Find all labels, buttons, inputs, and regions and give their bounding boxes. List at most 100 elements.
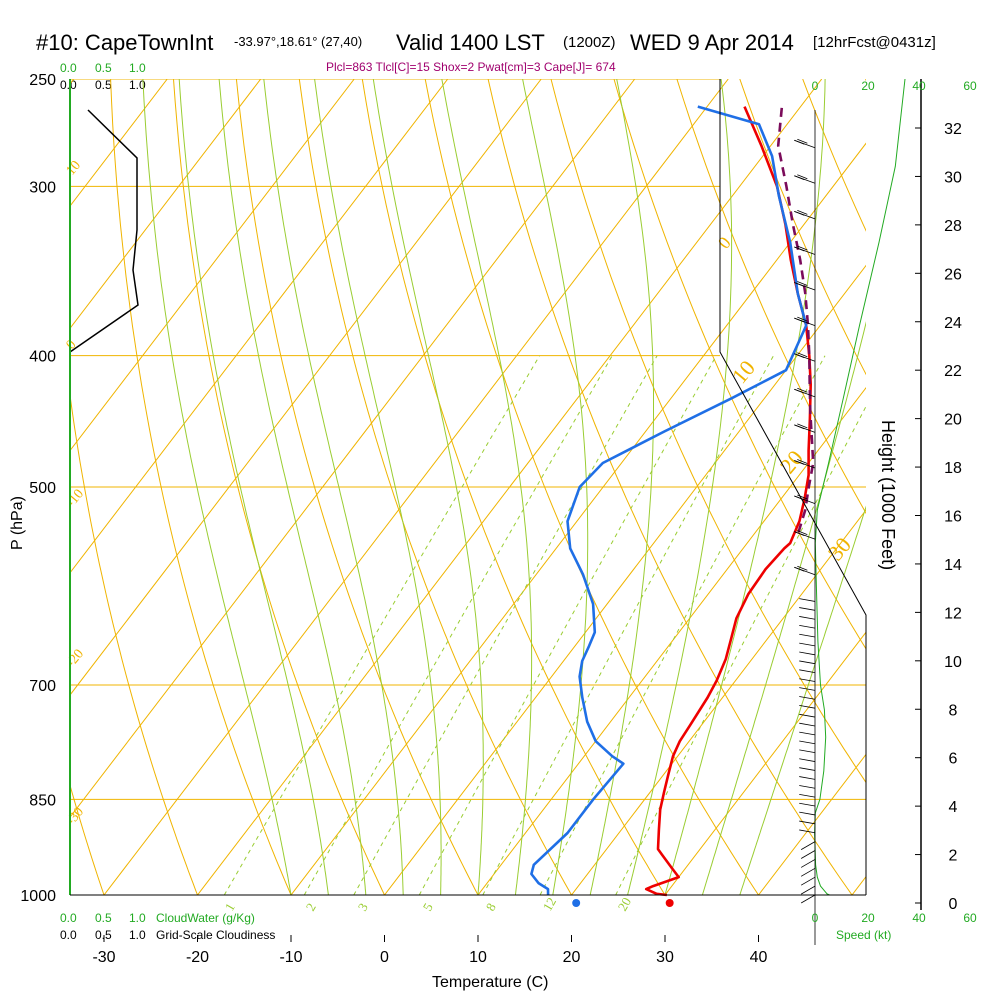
moist-adiabat (178, 79, 329, 895)
wind-speed-profile (814, 78, 906, 896)
cloud-bottom-tick: 0.5 (95, 928, 112, 942)
temperature-tick-label: 40 (750, 949, 768, 966)
pressure-tick-label: 400 (29, 349, 56, 366)
temperature-tick-label: -30 (92, 949, 115, 966)
wind-barb-flag (794, 388, 805, 394)
cloudwater-scale-bottom: 0.0 0.5 1.0 CloudWater (g/Kg) (60, 911, 255, 925)
wind-barb-flag (794, 531, 805, 536)
cloudwater-scale-top: 0.0 0.5 1.0 (60, 61, 146, 75)
isotherm-line (70, 79, 262, 330)
wind-barb-flag (794, 495, 805, 501)
isotherm-label: -20 (64, 647, 87, 671)
wind-barb-flag (794, 353, 805, 359)
station-id: #10: CapeTownInt (36, 30, 213, 55)
pressure-tick-label: 850 (29, 792, 56, 809)
wind-barb-flag (797, 352, 808, 358)
mixing-ratio-label: 20 (615, 895, 634, 914)
dry-adiabat (487, 79, 853, 895)
isotherm-label: -10 (64, 487, 87, 511)
wind-barb (799, 696, 816, 700)
cloudiness-scale-top: 0.0 0.5 1.0 (60, 78, 146, 92)
dry-adiabat (110, 79, 292, 895)
cloudiness-profile (69, 109, 139, 353)
cloud-bottom-tick: 1.0 (129, 928, 146, 942)
wind-barb (799, 793, 816, 798)
dry-adiabat (70, 783, 105, 895)
isotherm-line (197, 79, 823, 895)
cloud-bottom-tick: 0.0 (60, 928, 77, 942)
profiles (69, 78, 906, 907)
wind-barb (799, 802, 816, 807)
mixing-ratio-label: 3 (355, 900, 371, 913)
wind-barb (799, 713, 816, 718)
wind-barb-flag (794, 460, 805, 465)
cw-bottom-tick: 0.5 (95, 911, 112, 925)
isotherm-line (103, 79, 729, 895)
wind-barb-flag (794, 282, 805, 287)
dewpoint-profile (530, 105, 808, 896)
mixing-ratio-line (303, 355, 613, 895)
speed-tick-top: 20 (861, 79, 875, 93)
mixing-ratio-labels: 1 2 3 5 8 12 20 (222, 895, 634, 914)
surface-dewpoint (572, 899, 581, 907)
wind-barb-flag (794, 246, 805, 252)
height-tick-label: 20 (944, 412, 962, 429)
moist-adiabat (218, 79, 367, 895)
cw-bottom-tick: 1.0 (129, 911, 146, 925)
wind-barb (799, 598, 816, 602)
wind-barb-flag (794, 210, 805, 216)
dry-adiabat (235, 79, 479, 895)
height-tick-label: 14 (944, 557, 962, 574)
dry-adiabat (613, 79, 866, 650)
moist-adiabat (701, 321, 866, 895)
height-tick-label: 2 (949, 848, 958, 865)
height-tick-label: 6 (949, 751, 958, 768)
height-tick-label: 24 (944, 315, 962, 332)
cloudiness-label: Grid-Scale Cloudiness (156, 928, 275, 942)
wind-barb (799, 607, 816, 611)
wind-barb-flag (797, 138, 808, 144)
wind-barb-flag (797, 281, 808, 286)
wind-barb (799, 785, 816, 789)
isotherm-label: 10 (727, 355, 760, 388)
dry-adiabat (929, 79, 1000, 895)
dry-adiabat (739, 79, 866, 376)
moist-adiabat (314, 79, 442, 895)
moist-adiabat (142, 79, 292, 895)
wind-barb (800, 867, 816, 877)
wind-barb (799, 829, 816, 834)
temperature-tick-label: 30 (656, 949, 674, 966)
wind-barb-flag (797, 174, 808, 180)
wind-barb (799, 642, 816, 647)
mixing-ratio-line (482, 355, 774, 895)
wind-barb-flag (797, 316, 808, 322)
temperature-tick-label: -20 (186, 949, 209, 966)
cloudiness-scale-bottom: 0.0 0.5 1.0 Grid-Scale Cloudiness (60, 928, 275, 942)
wind-barb (799, 776, 816, 780)
wind-barb (799, 740, 816, 745)
wind-barb (799, 758, 816, 762)
height-tick-label: 12 (944, 605, 962, 622)
surface-temperature (665, 899, 674, 907)
mixing-ratio-label: 2 (303, 900, 319, 913)
wind-barb-flag (794, 175, 805, 181)
wind-barb (799, 705, 816, 709)
height-tick-label: 16 (944, 509, 962, 526)
isotherm-line (290, 142, 866, 895)
wind-barb (799, 651, 816, 656)
temperature-tick-label: -10 (279, 949, 302, 966)
wind-barb-flag (794, 424, 805, 430)
moist-adiabat (372, 79, 484, 895)
wind-barb (799, 722, 816, 727)
temperature-tick-label: 10 (469, 949, 487, 966)
mixing-ratio-label: 5 (420, 900, 436, 913)
isotherm-label: 10 (64, 158, 84, 178)
speed-tick-top: 60 (963, 79, 977, 93)
height-tick-label: 22 (944, 363, 962, 380)
wind-barb (799, 767, 816, 771)
wind-barb (799, 669, 816, 673)
wind-barb-flag (797, 494, 808, 500)
mixing-ratio-line (353, 355, 658, 895)
mixing-ratio-line (223, 355, 541, 895)
